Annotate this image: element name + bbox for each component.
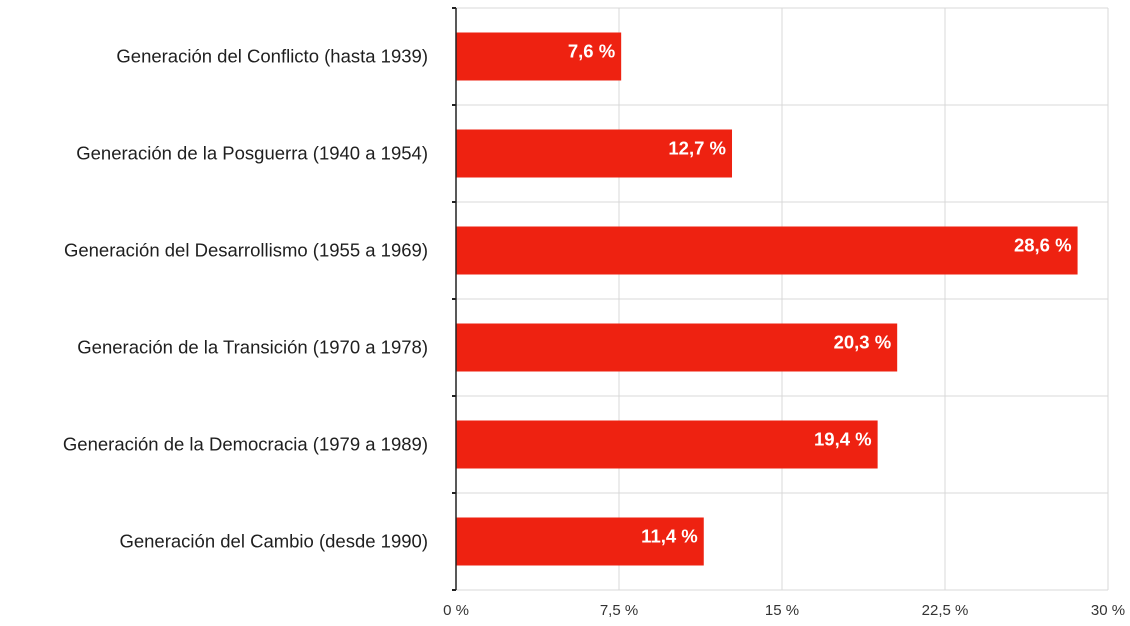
data-label: 20,3 % (834, 332, 892, 353)
bar (456, 323, 898, 372)
grid-layer (456, 7, 1109, 591)
bar (456, 129, 733, 178)
bar (456, 226, 1078, 275)
data-label: 7,6 % (568, 41, 615, 62)
category-label: Generación de la Posguerra (1940 a 1954) (76, 143, 428, 164)
x-tick-label: 0 % (443, 602, 469, 619)
data-label: 12,7 % (668, 138, 726, 159)
category-label: Generación de la Transición (1970 a 1978… (77, 337, 428, 358)
category-label: Generación del Conflicto (hasta 1939) (116, 46, 428, 67)
x-tick-label: 30 % (1091, 602, 1125, 619)
category-label: Generación de la Democracia (1979 a 1989… (63, 434, 428, 455)
x-tick-label: 22,5 % (922, 602, 969, 619)
x-tick-label: 15 % (765, 602, 799, 619)
bar (456, 32, 622, 81)
bars-layer (456, 32, 1078, 566)
category-label: Generación del Cambio (desde 1990) (119, 531, 428, 552)
bar (456, 420, 878, 469)
bar (456, 517, 704, 566)
data-label: 19,4 % (814, 429, 872, 450)
data-label: 28,6 % (1014, 235, 1072, 256)
axis-layer (452, 7, 457, 591)
x-tick-label: 7,5 % (600, 602, 638, 619)
data-label: 11,4 % (641, 526, 698, 547)
category-label: Generación del Desarrollismo (1955 a 196… (64, 240, 428, 261)
labels-layer: Generación del Conflicto (hasta 1939) 7,6… (63, 41, 1125, 620)
